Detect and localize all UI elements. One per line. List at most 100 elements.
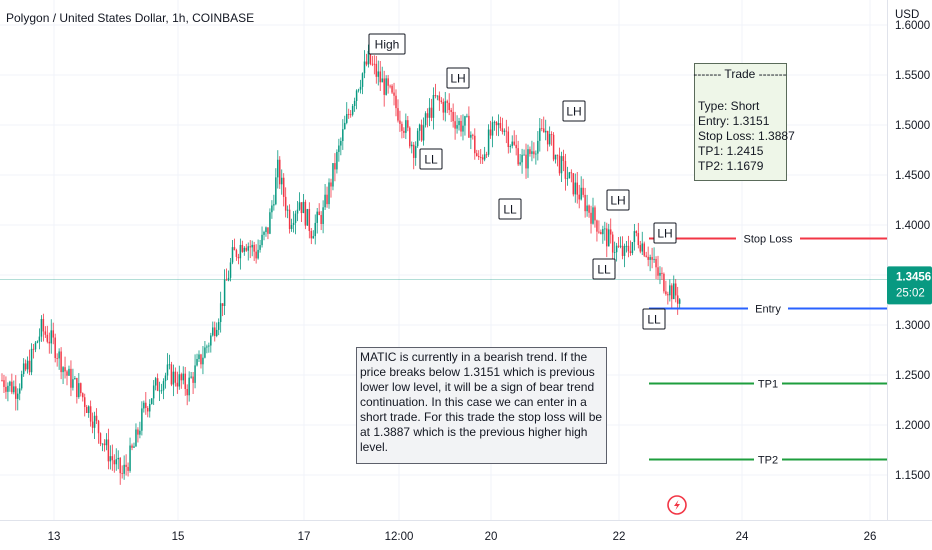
candle-body <box>389 85 391 87</box>
pivot-label: LH <box>566 105 581 119</box>
level-tp2[interactable]: TP2 <box>649 455 887 467</box>
candle-body <box>409 127 411 147</box>
candle-body <box>346 114 348 123</box>
price-tick-label: 1.4000 <box>895 220 930 232</box>
candle-body <box>381 78 383 83</box>
candle-body <box>412 144 415 158</box>
candle-body <box>570 172 573 174</box>
candle-body <box>74 378 76 380</box>
candle-body <box>237 256 240 259</box>
price-tick-label: 1.2500 <box>895 370 930 382</box>
candle-body <box>405 120 407 133</box>
pivot-lh[interactable]: LH <box>653 222 677 244</box>
candle-body <box>275 177 277 205</box>
price-tick-label: 1.6000 <box>895 20 930 32</box>
grid <box>0 0 887 520</box>
trade-box-entry: Entry: 1.3151 <box>698 114 770 128</box>
candle-body <box>673 283 675 300</box>
note-line-6: at 1.3887 which is the previous higher h… <box>360 425 587 439</box>
candle-body <box>365 61 368 65</box>
candle-body <box>83 397 86 407</box>
pivot-lh[interactable]: LH <box>606 189 630 211</box>
candle-body <box>188 377 190 396</box>
candle-body <box>543 128 545 133</box>
candle-body <box>168 364 171 366</box>
candle-body <box>62 367 64 373</box>
candle-body <box>322 207 324 224</box>
candle-body <box>531 151 533 154</box>
candle-body <box>89 406 92 422</box>
candle-body <box>318 211 320 216</box>
pivot-labels[interactable]: High LH LL LL LH LH LL LH LL <box>368 33 677 330</box>
trade-box-frame <box>694 63 787 181</box>
candle-body <box>403 130 405 133</box>
candle-body <box>261 234 263 246</box>
candle-body <box>340 140 342 146</box>
candle-body <box>657 267 659 276</box>
candle-body <box>320 215 322 224</box>
flash-icon[interactable] <box>667 495 687 515</box>
candle-body <box>147 407 149 412</box>
candle-body <box>468 115 470 138</box>
candle-body <box>377 71 380 77</box>
pivot-frame <box>592 258 616 280</box>
candle-body <box>600 231 602 235</box>
candle-body <box>206 346 208 348</box>
candle-body <box>635 231 638 234</box>
trade-box[interactable]: ------- Trade ------- Type: Short Entry:… <box>693 63 795 181</box>
candle-body <box>30 348 33 373</box>
candle-body <box>215 329 218 336</box>
candle-body <box>44 331 47 335</box>
candle-body <box>72 379 74 388</box>
trade-levels[interactable]: Stop Loss Entry TP1 TP2 <box>649 234 887 467</box>
pivot-high[interactable]: High <box>368 33 406 55</box>
candle-body <box>257 249 259 259</box>
candle-body <box>485 154 488 156</box>
candle-body <box>280 177 283 185</box>
candle-body <box>164 375 167 382</box>
current-price-tag: 1.3456 25:02 <box>887 266 932 305</box>
pivot-lh[interactable]: LH <box>562 100 586 122</box>
candle-body <box>265 227 267 232</box>
pivot-ll[interactable]: LL <box>592 258 616 280</box>
candle-body <box>418 124 421 131</box>
candle-body <box>401 123 403 131</box>
candle-body <box>513 141 515 145</box>
level-entry[interactable]: Entry <box>649 304 887 316</box>
candle-body <box>541 128 543 130</box>
pivot-ll[interactable]: LL <box>419 148 443 170</box>
candle-body <box>310 231 313 239</box>
price-tick-label: 1.3000 <box>895 320 930 332</box>
candle-body <box>334 163 336 170</box>
candle-body <box>489 129 492 136</box>
candle-body <box>529 149 531 154</box>
level-tp1[interactable]: TP1 <box>649 379 887 391</box>
candle-body <box>269 212 271 234</box>
candle-body <box>172 371 175 385</box>
candle-body <box>119 457 121 474</box>
candle-body <box>245 247 248 251</box>
candle-body <box>442 101 445 113</box>
time-axis[interactable]: 13 15 17 12:00 20 22 24 26 <box>48 531 877 543</box>
candle-body <box>645 255 647 257</box>
candle-body <box>355 90 358 101</box>
candle-body <box>304 201 307 226</box>
candle-body <box>150 398 153 404</box>
note-line-2: price breaks below 1.3151 which is previ… <box>360 365 595 379</box>
candle-body <box>202 357 204 365</box>
candle-body <box>678 299 681 304</box>
candle-body <box>580 187 582 200</box>
candle-body <box>154 378 157 386</box>
note-line-5: short trade. For this trade the stop los… <box>360 410 602 424</box>
candle-body <box>52 330 54 338</box>
candle-body <box>40 318 43 337</box>
candle-body <box>661 272 663 274</box>
pivot-ll[interactable]: LL <box>498 198 522 220</box>
note-box[interactable]: MATIC is currently in a bearish trend. I… <box>356 347 607 464</box>
candle-body <box>481 157 484 160</box>
note-line-3: lower low level, it will be a sign of be… <box>360 380 594 394</box>
pivot-lh[interactable]: LH <box>446 67 470 89</box>
candle-body <box>474 135 476 154</box>
pivot-ll[interactable]: LL <box>642 308 666 330</box>
